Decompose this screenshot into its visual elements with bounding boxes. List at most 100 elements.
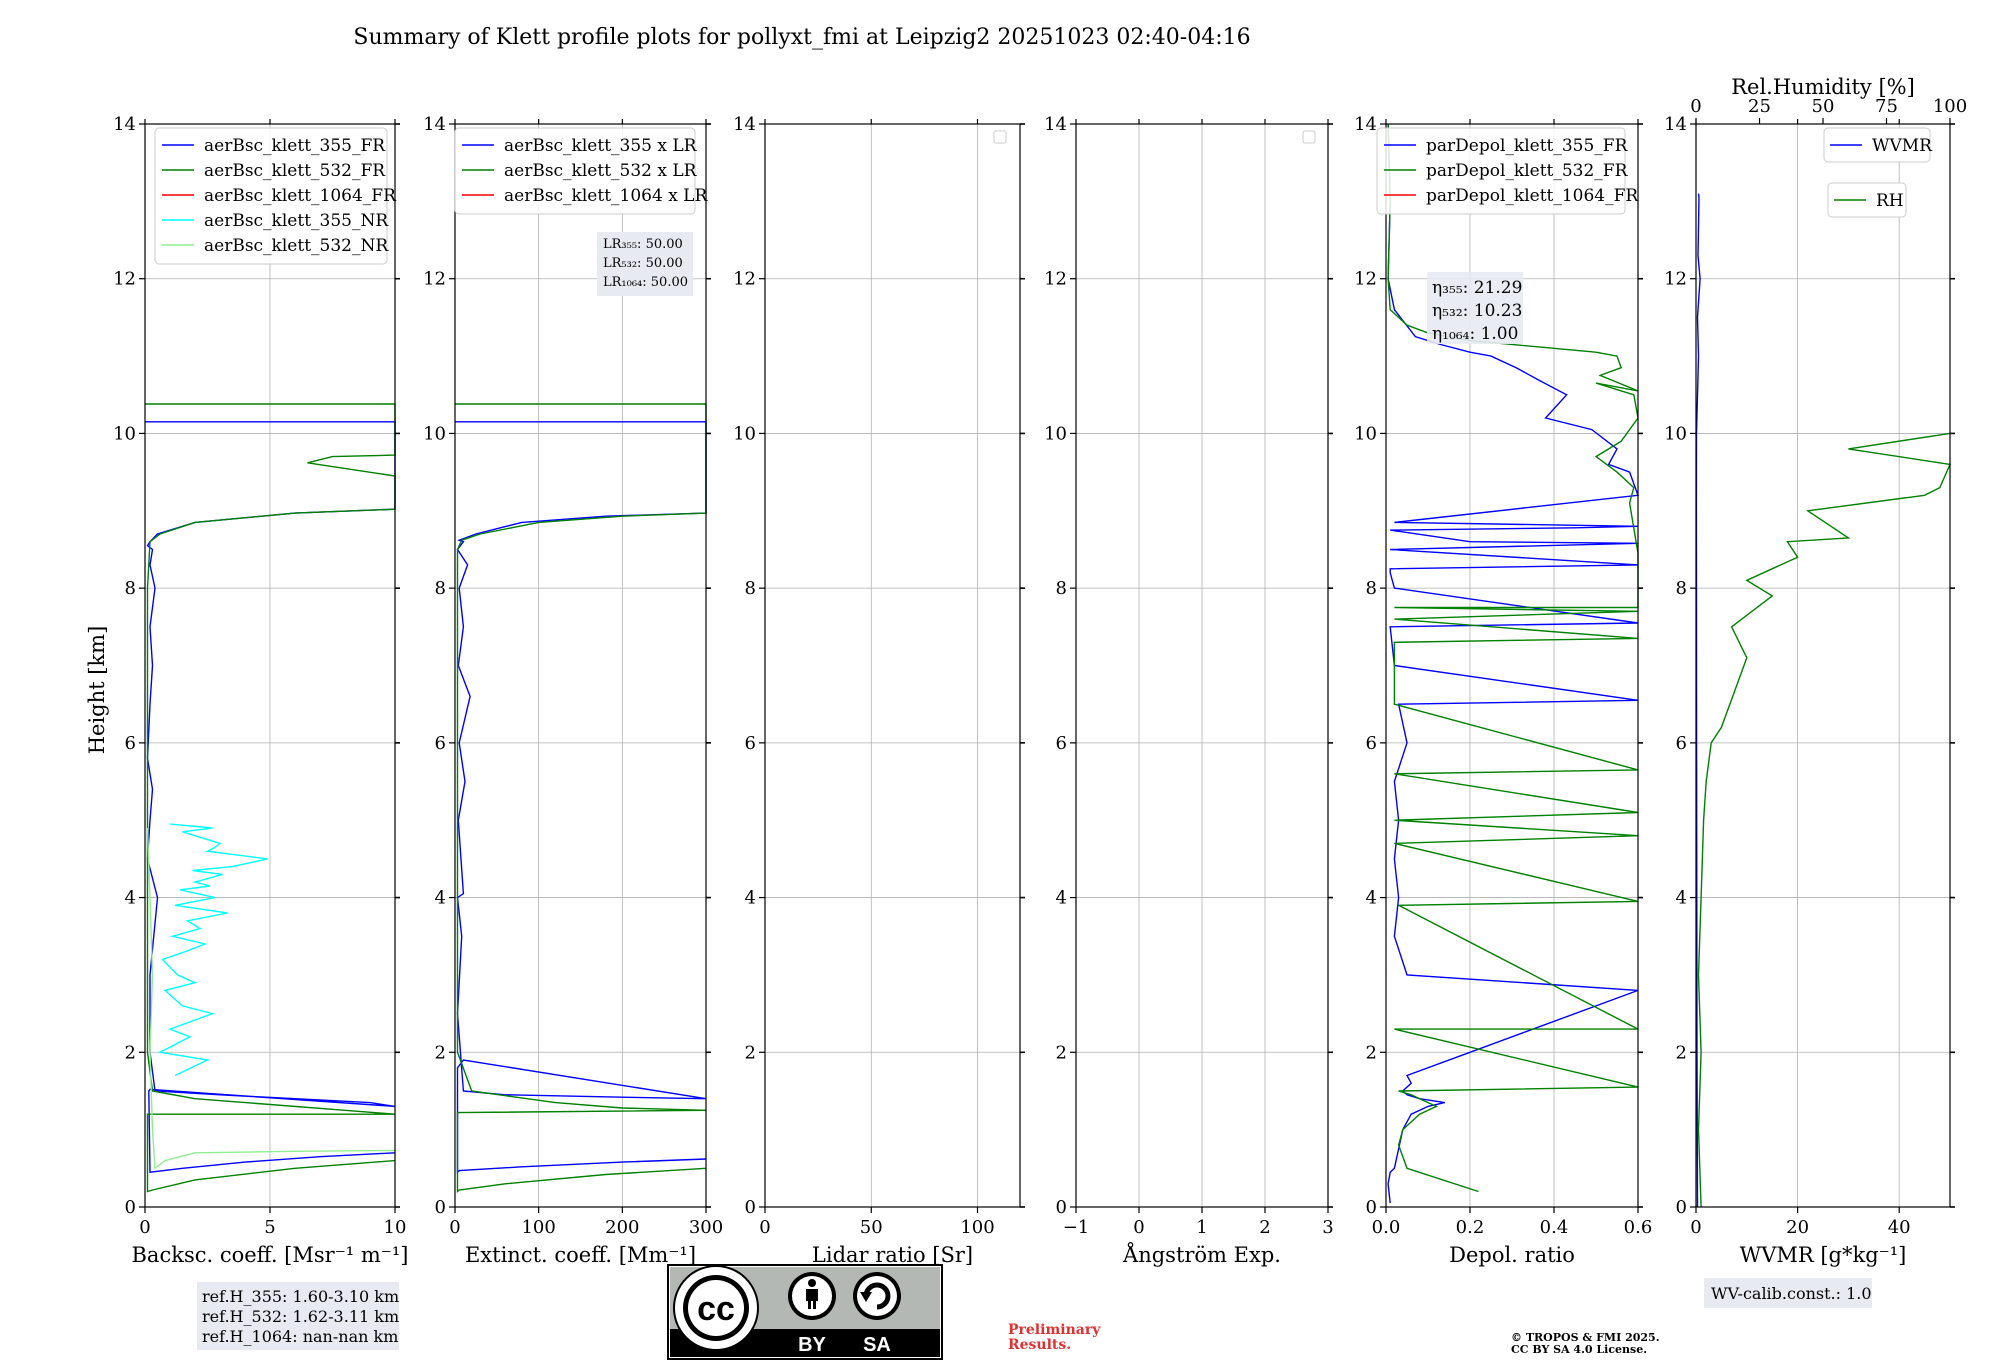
backscatter-ytick-label-7: 14	[113, 114, 136, 135]
extinction-xtick-label-0: 0	[449, 1217, 460, 1238]
extinction-series-aerBsc_klett_532 x LR	[455, 403, 707, 1194]
lidar_ratio-ytick-label-3: 6	[745, 733, 756, 754]
legend-depol-532: parDepol_klett_532_FR	[1426, 161, 1629, 181]
extinction-ytick-label-2: 4	[435, 888, 446, 909]
wvmr-frame	[1695, 123, 1951, 1208]
reference-height-box: ref.H_355: 1.60-3.10 km ref.H_532: 1.62-…	[197, 1282, 399, 1350]
legend-aerBsc-532-FR: aerBsc_klett_532_FR	[204, 161, 386, 181]
preliminary-text-1: Preliminary	[1008, 1322, 1101, 1338]
depol-ytick-label-6: 12	[1354, 269, 1377, 290]
legend-depol-355: parDepol_klett_355_FR	[1426, 136, 1629, 156]
lidar-ratio-box: LR₃₅₅: 50.00 LR₅₃₂: 50.00 LR₁₀₆₄: 50.00	[597, 232, 693, 296]
angstrom-xtick-label-1: 0	[1133, 1217, 1144, 1238]
lidar_ratio-ytick-label-4: 8	[745, 578, 756, 599]
wvmr-legend: WVMR	[1823, 127, 1933, 163]
depol-xtick-label-2: 0.4	[1540, 1217, 1569, 1238]
lidar_ratio-ytick-label-5: 10	[733, 423, 756, 444]
lidar_ratio-ytick-label-2: 4	[745, 888, 756, 909]
backscatter-ytick-label-0: 0	[125, 1197, 136, 1218]
backscatter-xtick-label-1: 5	[264, 1217, 275, 1238]
extinction-panel: 0 100 200 300 0 2 4 6 8 10 12 14 Extinct. coeff. [Mm…	[423, 114, 723, 1267]
backscatter-panel: 0 5 10 0 2 4 6 8 10 12 14 Backsc. coeff. [Msr⁻¹ m⁻¹…	[113, 114, 408, 1267]
angstrom-xtick-label-2: 1	[1196, 1217, 1207, 1238]
lr-1064-text: LR₁₀₆₄: 50.00	[603, 275, 688, 290]
backscatter-ytick-label-5: 10	[113, 423, 136, 444]
wvmr-top-xtick-label-4: 100	[1933, 96, 1967, 117]
legend-depol-1064: parDepol_klett_1064_FR	[1426, 186, 1639, 206]
depol-xlabel: Depol. ratio	[1449, 1243, 1575, 1267]
depol-xtick-label-0: 0.0	[1372, 1217, 1401, 1238]
wvmr-ytick-label-5: 10	[1664, 423, 1687, 444]
extinction-ytick-label-4: 8	[435, 578, 446, 599]
extinction-series-aerBsc_klett_355 x LR	[455, 421, 707, 1174]
eta-355-text: η₃₅₅: 21.29	[1432, 278, 1522, 298]
lidar_ratio-frame	[764, 123, 1021, 1208]
lidar_ratio-ytick-label-7: 14	[733, 114, 756, 135]
angstrom-ytick-label-5: 10	[1044, 423, 1067, 444]
angstrom-ytick-label-2: 4	[1056, 888, 1067, 909]
wv-calib-text: WV-calib.const.: 1.0	[1711, 1284, 1872, 1303]
backscatter-series-aerBsc_klett_532_NR	[146, 827, 396, 1170]
extinction-ytick-label-1: 2	[435, 1042, 446, 1063]
eta-box: η₃₅₅: 21.29 η₅₃₂: 10.23 η₁₀₆₄: 1.00	[1427, 272, 1523, 344]
extinction-ytick-label-0: 0	[435, 1197, 446, 1218]
backscatter-series-aerBsc_klett_532_FR	[145, 403, 396, 1193]
legend-rh: RH	[1876, 191, 1904, 211]
extinction-xlabel: Extinct. coeff. [Mm⁻¹]	[465, 1243, 696, 1267]
wvmr-series-RH	[1697, 432, 1952, 1208]
height-axis-label: Height [km]	[85, 626, 109, 755]
lidar_ratio-xtick-label-0: 0	[759, 1217, 770, 1238]
backscatter-ytick-label-4: 8	[125, 578, 136, 599]
lidar-ratio-empty-legend	[993, 130, 1007, 144]
lidar_ratio-xtick-label-1: 50	[860, 1217, 883, 1238]
angstrom-empty-legend	[1302, 130, 1316, 144]
wvmr-ytick-label-3: 6	[1676, 733, 1687, 754]
wvmr-series-WVMR	[1695, 193, 1701, 1208]
backscatter-series-aerBsc_klett_355_FR	[145, 421, 396, 1173]
extinction-xtick-label-2: 200	[605, 1217, 639, 1238]
wvmr-ytick-label-6: 12	[1664, 269, 1687, 290]
angstrom-ytick-label-7: 14	[1044, 114, 1067, 135]
depol-ytick-label-5: 10	[1354, 423, 1377, 444]
wvmr-xtick-label-2: 40	[1888, 1217, 1911, 1238]
rh-legend: RH	[1827, 182, 1907, 218]
wvmr-top-xlabel: Rel.Humidity [%]	[1731, 75, 1915, 99]
svg-text:cc: cc	[697, 1290, 735, 1328]
angstrom-xtick-label-0: −1	[1063, 1217, 1090, 1238]
wvmr-xtick-label-1: 20	[1786, 1217, 1809, 1238]
legend-wvmr: WVMR	[1872, 136, 1933, 156]
lidar_ratio-ytick-label-0: 0	[745, 1197, 756, 1218]
depol-ytick-label-2: 4	[1366, 888, 1377, 909]
wvmr-ytick-label-7: 14	[1664, 114, 1687, 135]
wvmr-top-xtick-label-3: 75	[1875, 96, 1898, 117]
lidar_ratio-xlabel: Lidar ratio [Sr]	[812, 1243, 973, 1267]
legend-ext-1064: aerBsc_klett_1064 x LR	[504, 186, 708, 206]
angstrom-ytick-label-0: 0	[1056, 1197, 1067, 1218]
copyright-text-1: © TROPOS & FMI 2025.	[1511, 1331, 1660, 1344]
legend-aerBsc-532-NR: aerBsc_klett_532_NR	[204, 236, 389, 256]
depol-ytick-label-7: 14	[1354, 114, 1377, 135]
backscatter-series-aerBsc_klett_355_NR	[157, 823, 268, 1077]
wvmr-top-xtick-label-2: 50	[1812, 96, 1835, 117]
ref-h-532: ref.H_532: 1.62-3.11 km	[202, 1307, 399, 1326]
extinction-frame	[454, 123, 707, 1208]
backscatter-ytick-label-3: 6	[125, 733, 136, 754]
wv-calib-box: WV-calib.const.: 1.0	[1704, 1278, 1872, 1308]
depol-ytick-label-0: 0	[1366, 1197, 1377, 1218]
wvmr-xlabel: WVMR [g*kg⁻¹]	[1740, 1243, 1907, 1267]
ref-h-1064: ref.H_1064: nan-nan km	[202, 1327, 398, 1346]
angstrom-ytick-label-3: 6	[1056, 733, 1067, 754]
extinction-ytick-label-3: 6	[435, 733, 446, 754]
wvmr-panel: 0 20 40 0 2 4 6 8 10 12 14 WVMR [g*kg⁻¹] 0 25 50 75 100 R…	[1664, 75, 1967, 1267]
depol-frame	[1385, 123, 1639, 1208]
extinction-xtick-label-3: 300	[689, 1217, 723, 1238]
angstrom-xtick-label-4: 3	[1322, 1217, 1333, 1238]
depol-ytick-label-1: 2	[1366, 1042, 1377, 1063]
extinction-ytick-label-7: 14	[423, 114, 446, 135]
angstrom-ytick-label-6: 12	[1044, 269, 1067, 290]
cc-by-label: BY	[798, 1334, 826, 1356]
wvmr-top-xtick-label-1: 25	[1748, 96, 1771, 117]
preliminary-text-2: Results.	[1008, 1337, 1071, 1353]
depol-xtick-label-1: 0.2	[1456, 1217, 1485, 1238]
